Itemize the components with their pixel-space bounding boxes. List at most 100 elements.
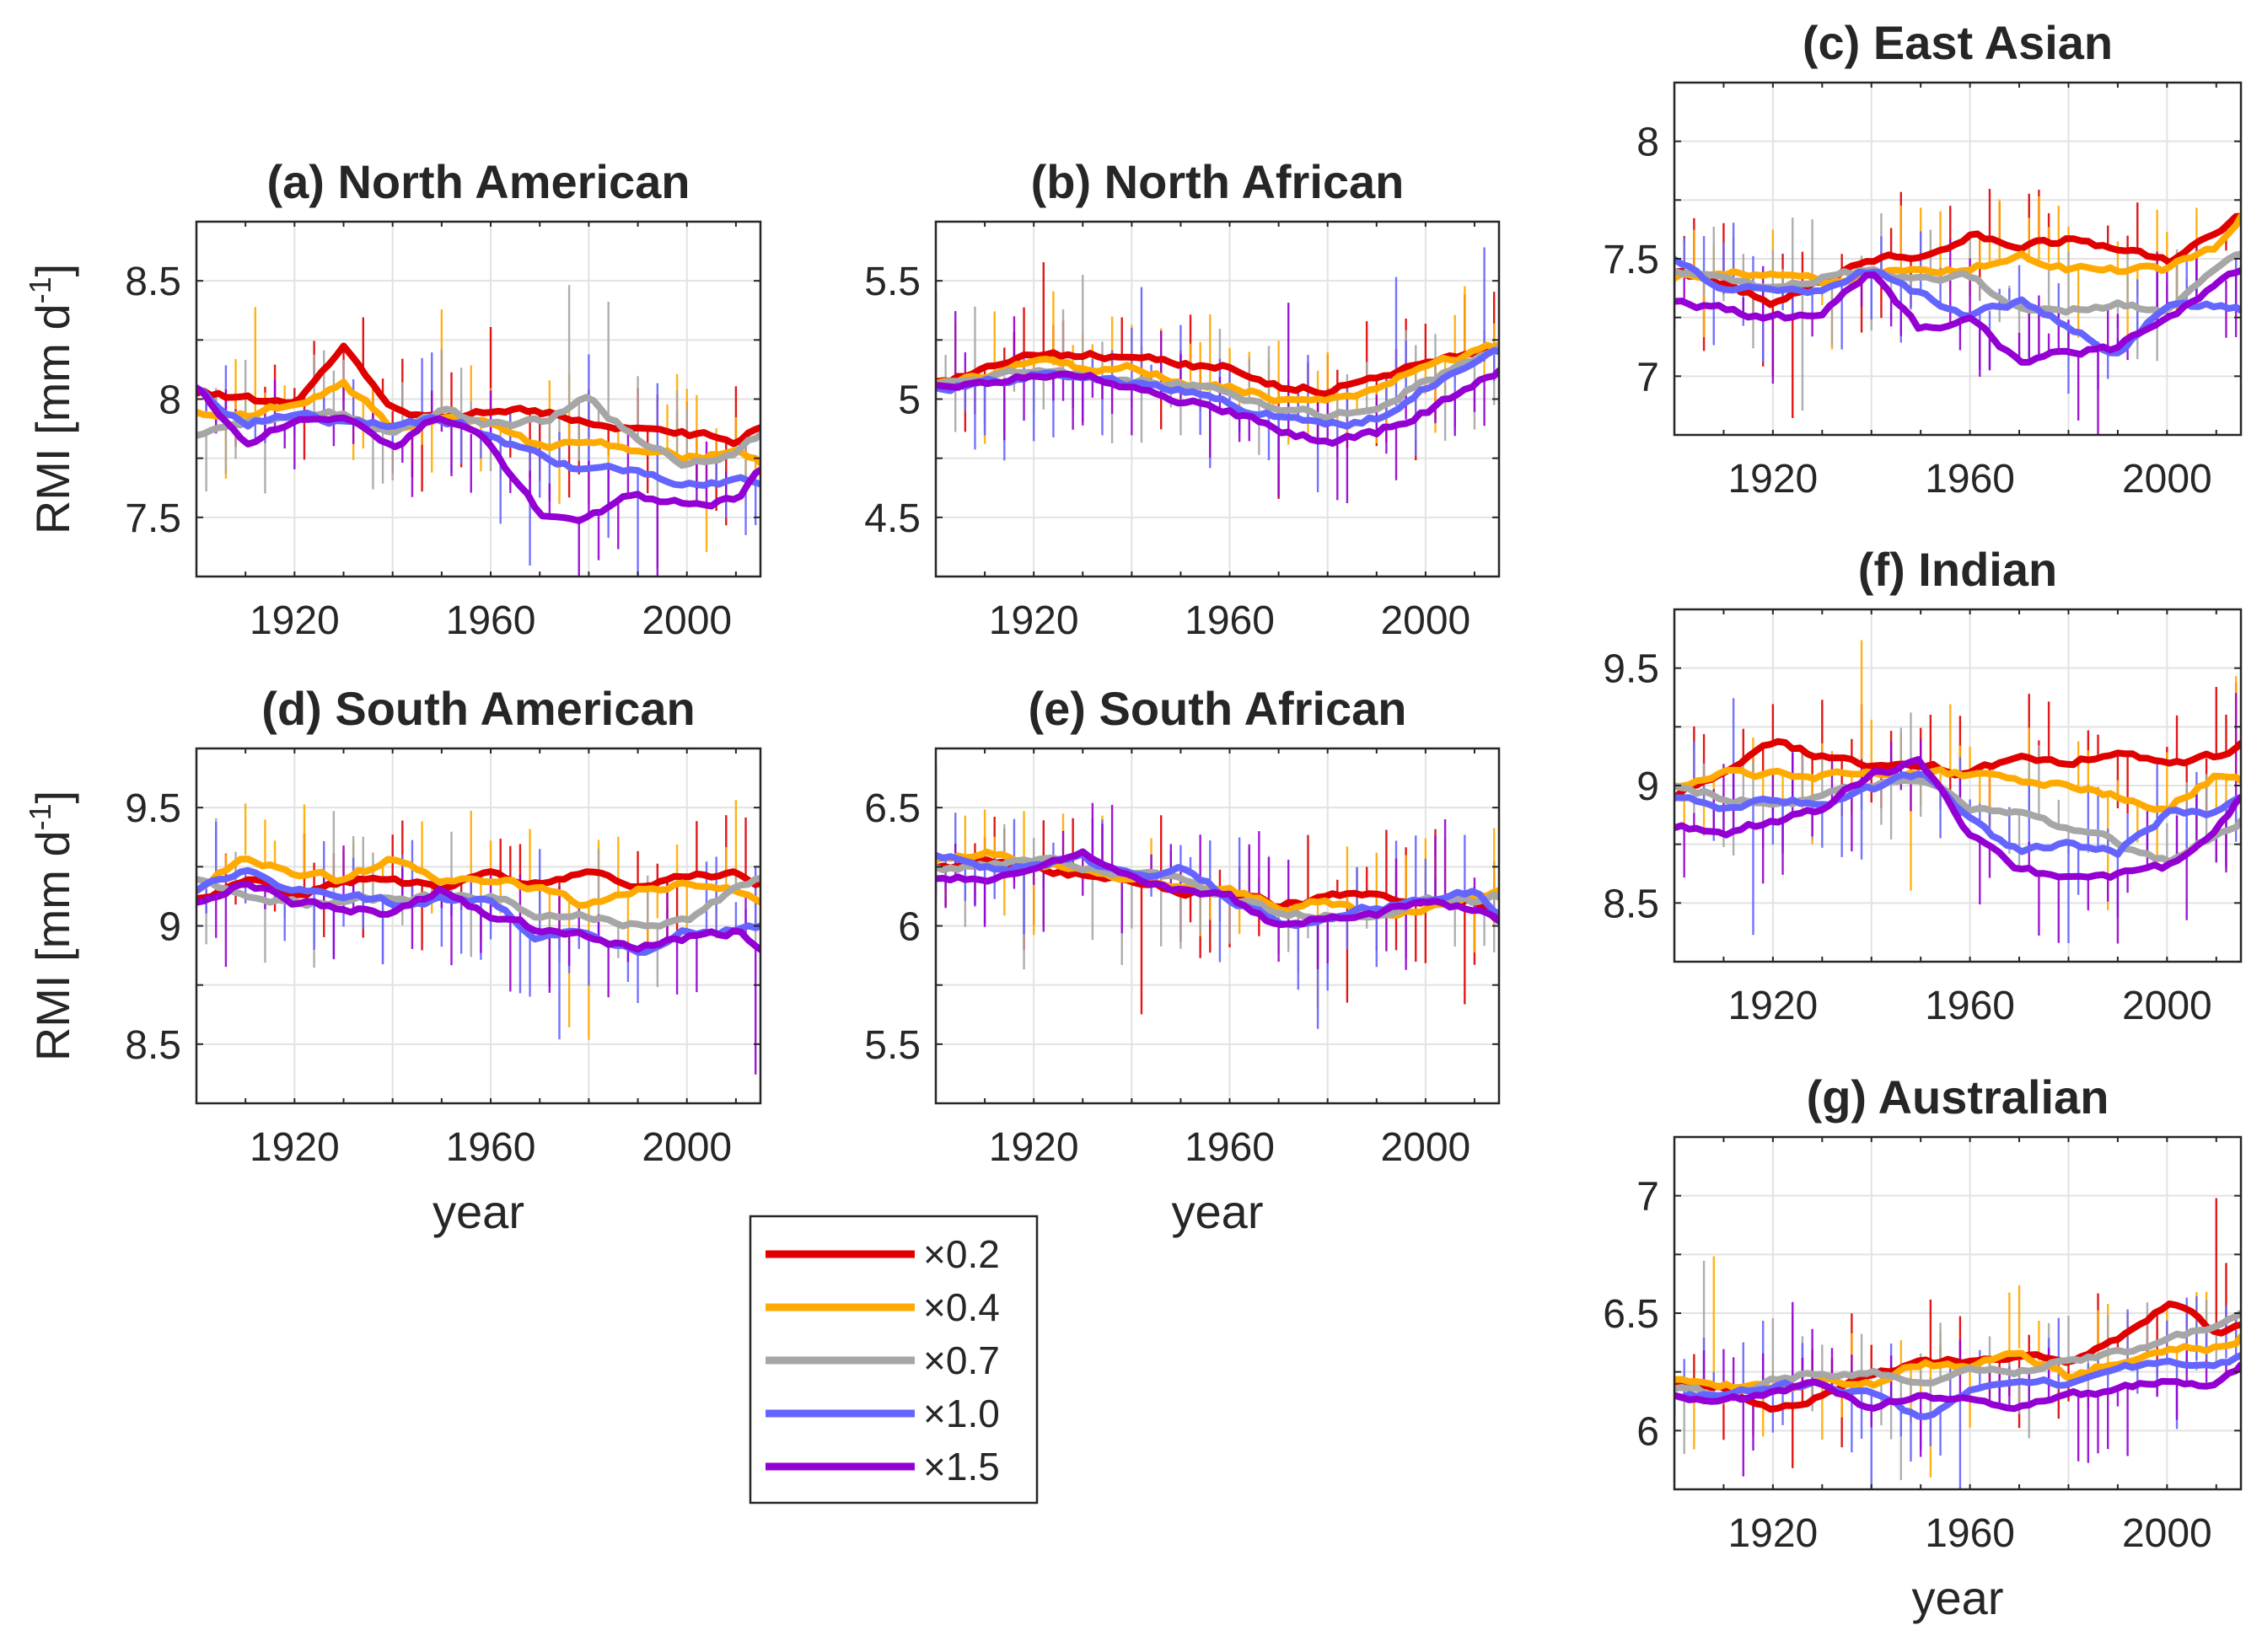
x-tick-label: 2000 <box>2122 457 2212 502</box>
series-line-2 <box>1674 766 2241 813</box>
panel-title: (b) North African <box>1031 155 1405 208</box>
series-line-5 <box>196 384 760 524</box>
series-line-1 <box>1674 1300 2241 1413</box>
plot-series <box>196 799 760 1075</box>
series-line-5 <box>1674 1361 2241 1413</box>
x-tick-label: 1920 <box>1727 457 1818 502</box>
series-line-5 <box>936 848 1499 928</box>
y-tick-label: 9.5 <box>125 786 181 831</box>
legend-label-4: ×1.0 <box>923 1392 1000 1435</box>
x-tick-label: 1960 <box>446 598 536 643</box>
y-tick-label: 4.5 <box>864 496 921 541</box>
series-line-5 <box>196 880 760 953</box>
plot-series <box>1674 640 2241 944</box>
x-tick-label: 1920 <box>1727 1511 1818 1556</box>
y-tick-label: 7 <box>1636 1175 1659 1220</box>
legend-label-1: ×0.2 <box>923 1232 1000 1276</box>
y-tick-label: 9.5 <box>1603 647 1659 692</box>
y-tick-label: 7.5 <box>125 496 181 541</box>
y-tick-label: 6.5 <box>864 786 921 831</box>
panel-title: (c) East Asian <box>1803 16 2113 69</box>
plot-series <box>936 764 1499 1029</box>
series-line-3 <box>1674 1310 2241 1402</box>
x-axis-label: year <box>433 1185 524 1238</box>
y-tick-label: 6 <box>1636 1409 1659 1454</box>
series-line-1 <box>196 868 760 903</box>
axes-box <box>934 220 1501 578</box>
panel-g: 1920 1960 2000 6 6.5 7 (g) Australian year <box>1603 1070 2243 1624</box>
panel-title: (d) South American <box>261 682 695 735</box>
panel-a: 1920 1960 2000 7.5 8 8.5 (a) North American RMI… <box>23 155 762 643</box>
y-tick-label: 7.5 <box>1603 238 1659 282</box>
x-axis-label: year <box>1912 1571 2004 1624</box>
y-tick-label: 8 <box>1636 121 1659 165</box>
x-tick-label: 1920 <box>989 598 1079 643</box>
y-tick-label: 9 <box>159 905 181 950</box>
x-tick-label: 2000 <box>642 598 732 643</box>
x-tick-label: 1960 <box>1925 1511 2015 1556</box>
plot-series <box>936 247 1499 504</box>
x-tick-label: 1960 <box>1925 984 2015 1028</box>
panel-title: (e) South African <box>1028 682 1406 735</box>
y-tick-label: 6.5 <box>1603 1292 1659 1337</box>
axes-box <box>195 747 762 1105</box>
y-tick-label: 8 <box>159 378 181 423</box>
series-line-5 <box>1674 756 2241 881</box>
y-axis-label: RMI [mm d-1] <box>23 264 79 534</box>
legend-label-3: ×0.7 <box>923 1338 1000 1382</box>
y-axis-label: RMI [mm d-1] <box>23 791 79 1061</box>
axes-box <box>195 220 762 578</box>
panel-d: 1920 1960 2000 8.5 9 9.5 (d) South American yea… <box>23 682 762 1238</box>
x-tick-label: 2000 <box>2122 984 2212 1028</box>
y-tick-label: 6 <box>898 905 921 950</box>
plot-series <box>1674 189 2241 435</box>
legend-label-5: ×1.5 <box>923 1445 1000 1488</box>
panel-c: 1920 1960 2000 7 7.5 8 (c) East Asian <box>1603 16 2243 502</box>
x-tick-label: 1960 <box>1185 598 1275 643</box>
x-tick-label: 2000 <box>2122 1511 2212 1556</box>
legend-label-2: ×0.4 <box>923 1285 1000 1329</box>
x-tick-label: 1920 <box>1727 984 1818 1028</box>
x-tick-label: 1960 <box>446 1125 536 1170</box>
plot-series <box>196 285 760 577</box>
x-tick-label: 1920 <box>250 598 340 643</box>
series-line-5 <box>1674 266 2241 366</box>
series-line-3 <box>1674 776 2241 866</box>
y-tick-label: 5.5 <box>864 260 921 304</box>
y-tick-label: 8.5 <box>125 1023 181 1068</box>
panel-title: (f) Indian <box>1858 543 2057 596</box>
series-line-4 <box>1674 255 2241 357</box>
axes-box <box>934 747 1501 1105</box>
x-tick-label: 1920 <box>250 1125 340 1170</box>
axes-box <box>1673 81 2243 437</box>
series-line-5 <box>936 367 1499 448</box>
series-line-1 <box>936 343 1499 398</box>
panel-e: 1920 1960 2000 5.5 6 6.5 (e) South African year <box>864 682 1501 1238</box>
series-line-2 <box>196 856 760 909</box>
series-line-4 <box>1674 770 2241 858</box>
x-tick-label: 2000 <box>1380 1125 1470 1170</box>
legend: ×0.2 ×0.4 ×0.7 ×1.0 ×1.5 <box>749 1215 1039 1504</box>
annual-spikes-5 <box>1674 1301 2227 1477</box>
x-tick-label: 1960 <box>1925 457 2015 502</box>
axes-box <box>1673 608 2243 963</box>
x-tick-label: 2000 <box>642 1125 732 1170</box>
y-tick-label: 9 <box>1636 764 1659 809</box>
series-line-1 <box>1674 212 2241 308</box>
x-tick-label: 1920 <box>989 1125 1079 1170</box>
y-tick-label: 8.5 <box>125 260 181 304</box>
y-tick-label: 8.5 <box>1603 882 1659 926</box>
plot-series <box>1674 1198 2241 1489</box>
x-tick-label: 1960 <box>1185 1125 1275 1170</box>
x-tick-label: 2000 <box>1380 598 1470 643</box>
panel-title: (a) North American <box>266 155 690 208</box>
y-tick-label: 5 <box>898 378 921 423</box>
axes-box <box>1673 1135 2243 1491</box>
annual-spikes-5 <box>936 802 1476 970</box>
panel-f: 1920 1960 2000 8.5 9 9.5 (f) Indian <box>1603 543 2243 1028</box>
y-tick-label: 5.5 <box>864 1023 921 1068</box>
y-tick-label: 7 <box>1636 355 1659 400</box>
panel-title: (g) Australian <box>1807 1070 2109 1124</box>
panel-b: 1920 1960 2000 4.5 5 5.5 (b) North African <box>864 155 1501 643</box>
